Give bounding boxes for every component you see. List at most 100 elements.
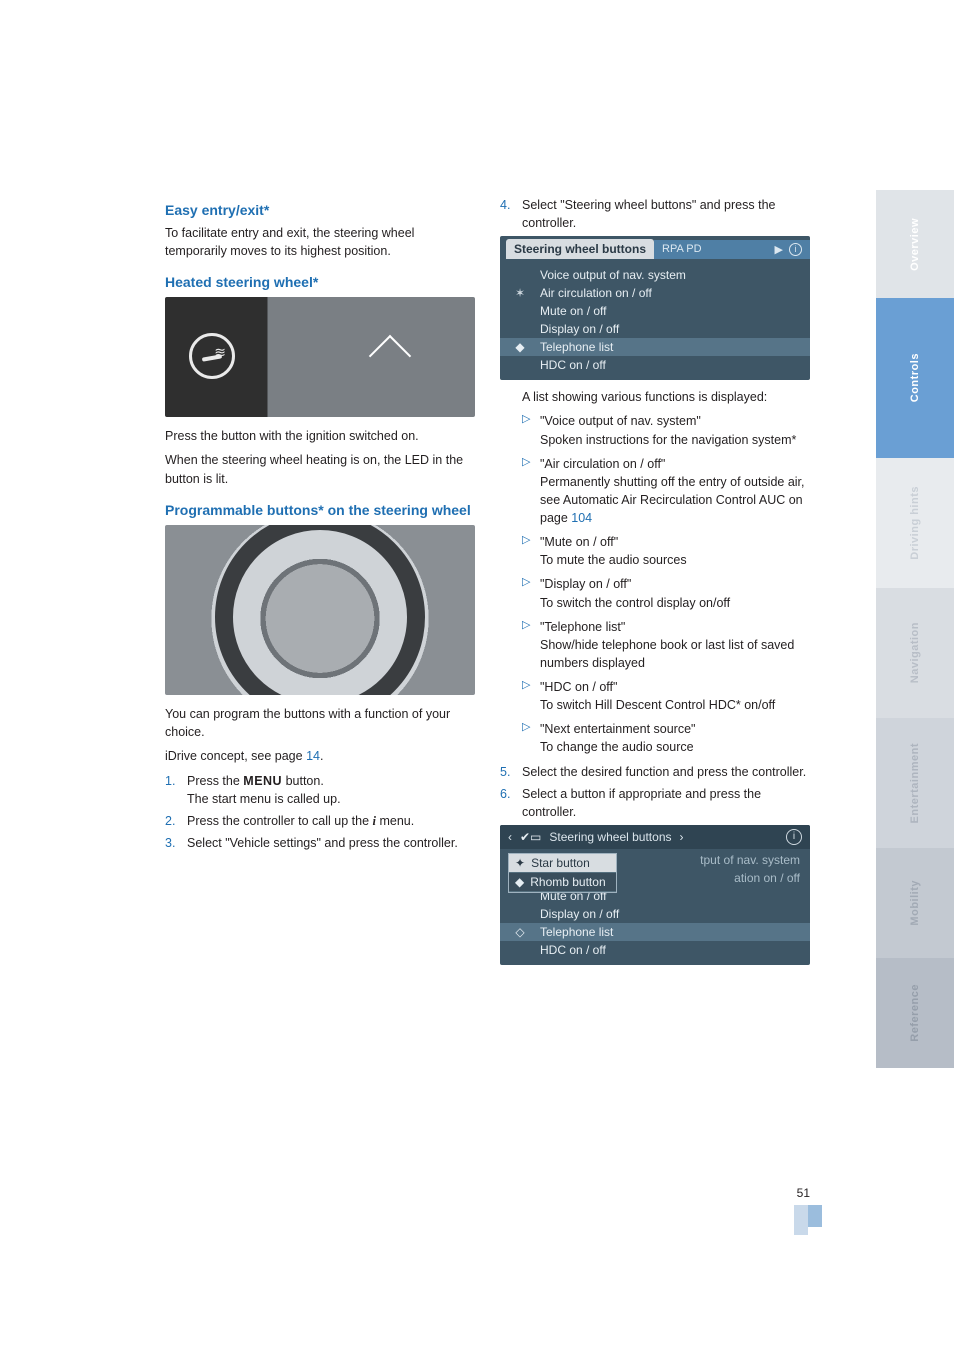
fn-next-d: To change the audio source (540, 740, 694, 754)
fn-telephone-d: Show/hide telephone book or last list of… (540, 638, 794, 670)
idrive1-r1: Voice output of nav. system (540, 268, 686, 282)
star-icon: ✦ (515, 856, 525, 870)
fn-mute-d: To mute the audio sources (540, 553, 687, 567)
idrive2-title: Steering wheel buttons (549, 830, 671, 844)
step2-pre: Press the controller to call up the (187, 814, 373, 828)
accent-bar-1 (794, 1205, 808, 1235)
menu-glyph: MENU (243, 774, 282, 788)
heading-heated-wheel: Heated steering wheel* (165, 274, 475, 292)
tab-mobility-label: Mobility (909, 880, 921, 926)
tab-reference-label: Reference (909, 984, 921, 1042)
idrive1-titlebar: Steering wheel buttons RPA PD ▶ i (500, 236, 810, 262)
side-tabs: Overview Controls Driving hints Navigati… (876, 190, 954, 1068)
chevron-left-icon: ‹ (508, 830, 512, 844)
page: Overview Controls Driving hints Navigati… (0, 0, 954, 1351)
info-circle-icon-2: i (786, 829, 802, 845)
tab-controls[interactable]: Controls (876, 298, 954, 458)
steering-wheel-icon (215, 525, 425, 695)
fn-voice-d: Spoken instructions for the navigation s… (540, 433, 796, 447)
idrive2-r6: HDC on / off (540, 943, 606, 957)
tab-entertainment[interactable]: Entertainment (876, 718, 954, 848)
info-circle-icon: i (789, 243, 802, 256)
para-easy-entry: To facilitate entry and exit, the steeri… (165, 224, 475, 260)
idrive-pre: iDrive concept, see page (165, 749, 306, 763)
tab-mobility[interactable]: Mobility (876, 848, 954, 958)
fn-telephone-t: "Telephone list" (540, 620, 625, 634)
steps-list-right-b: Select the desired function and press th… (500, 763, 810, 821)
tab-controls-label: Controls (909, 353, 921, 402)
tab-navigation-label: Navigation (909, 622, 921, 683)
idrive1-r5: Telephone list (540, 340, 613, 354)
function-list: "Voice output of nav. system" Spoken ins… (500, 412, 810, 756)
idrive1-r2: Air circulation on / off (540, 286, 652, 300)
fn-telephone: "Telephone list" Show/hide telephone boo… (522, 618, 810, 672)
step-4: Select "Steering wheel buttons" and pres… (500, 196, 810, 232)
tab-reference[interactable]: Reference (876, 958, 954, 1068)
left-column: Easy entry/exit* To facilitate entry and… (165, 196, 475, 856)
fn-hdc-d: To switch Hill Descent Control HDC* on/o… (540, 698, 775, 712)
rhomb-icon: ◆ (515, 875, 524, 889)
fn-air: "Air circulation on / off" Permanently s… (522, 455, 810, 528)
idrive2-row-hdc: HDC on / off (500, 941, 810, 959)
idrive1-row-air: ✶Air circulation on / off (500, 284, 810, 302)
arrow-icon (375, 341, 415, 381)
popup-rhomb-button: ◆Rhomb button (509, 873, 616, 892)
step1-pre: Press the (187, 774, 243, 788)
play-icon: ▶ (775, 243, 783, 256)
popup-star-button: ✦ Star button (509, 854, 616, 873)
heading-programmable: Programmable buttons* on the steering wh… (165, 502, 475, 520)
idrive1-status: RPA PD ▶ i (654, 240, 810, 259)
para-press-button: Press the button with the ignition switc… (165, 427, 475, 445)
para-program-choice: You can program the buttons with a funct… (165, 705, 475, 741)
idrive1-row-hdc: HDC on / off (500, 356, 810, 374)
fn-mute-t: "Mute on / off" (540, 535, 618, 549)
fn-mute: "Mute on / off" To mute the audio source… (522, 533, 810, 569)
para-list-displayed: A list showing various functions is disp… (500, 388, 810, 406)
tab-overview-label: Overview (909, 218, 921, 271)
step1-line2: The start menu is called up. (187, 792, 341, 806)
idrive1-r3: Mute on / off (540, 304, 607, 318)
fn-hdc-t: "HDC on / off" (540, 680, 617, 694)
accent-bar-2 (808, 1205, 822, 1227)
tab-driving-hints[interactable]: Driving hints (876, 458, 954, 588)
tab-driving-label: Driving hints (909, 486, 921, 560)
tab-entertainment-label: Entertainment (909, 743, 921, 823)
diamond-icon-2: ◇ (508, 925, 532, 939)
idrive-screenshot-1: Steering wheel buttons RPA PD ▶ i Voice … (500, 236, 810, 380)
idrive-screenshot-2: ‹ ✔▭ Steering wheel buttons › i tput of … (500, 825, 810, 965)
fn-next-source: "Next entertainment source" To change th… (522, 720, 810, 756)
fn-air-t: "Air circulation on / off" (540, 457, 665, 471)
idrive1-r6: HDC on / off (540, 358, 606, 372)
step2-post: menu. (376, 814, 414, 828)
popup-m1: Star button (531, 856, 590, 870)
fn-next-t: "Next entertainment source" (540, 722, 695, 736)
idrive1-r4: Display on / off (540, 322, 619, 336)
page-accent-bars (794, 1205, 822, 1235)
tab-navigation[interactable]: Navigation (876, 588, 954, 718)
diamond-icon: ◆ (508, 340, 532, 354)
step-2: Press the controller to call up the i me… (165, 812, 475, 830)
idrive2-r4: Display on / off (540, 907, 619, 921)
idrive1-row-mute: Mute on / off (500, 302, 810, 320)
right-column: Select "Steering wheel buttons" and pres… (500, 196, 810, 973)
fn-voice: "Voice output of nav. system" Spoken ins… (522, 412, 810, 448)
para-led-lit: When the steering wheel heating is on, t… (165, 451, 475, 487)
idrive2-bg2: ation on / off (734, 871, 800, 885)
step-6: Select a button if appropriate and press… (500, 785, 810, 821)
fn-display: "Display on / off" To switch the control… (522, 575, 810, 611)
idrive2-r5: Telephone list (540, 925, 613, 939)
page-number-text: 51 (797, 1186, 810, 1200)
figure-steering-wheel (165, 525, 475, 695)
idrive1-row-voice: Voice output of nav. system (500, 266, 810, 284)
steering-heat-icon: ≋ (189, 333, 235, 379)
idrive2-row-telephone: ◇ Telephone list (500, 923, 810, 941)
para-idrive-concept: iDrive concept, see page 14. (165, 747, 475, 765)
tab-overview[interactable]: Overview (876, 190, 954, 298)
idrive1-row-telephone: ◆ Telephone list (500, 338, 810, 356)
figure-heated-wheel-button: ≋ (165, 297, 475, 417)
heading-easy-entry: Easy entry/exit* (165, 202, 475, 220)
idrive2-bg1: tput of nav. system (700, 853, 800, 867)
page-link-14[interactable]: 14 (306, 749, 320, 763)
idrive1-row-display: Display on / off (500, 320, 810, 338)
page-link-104[interactable]: 104 (571, 511, 592, 525)
